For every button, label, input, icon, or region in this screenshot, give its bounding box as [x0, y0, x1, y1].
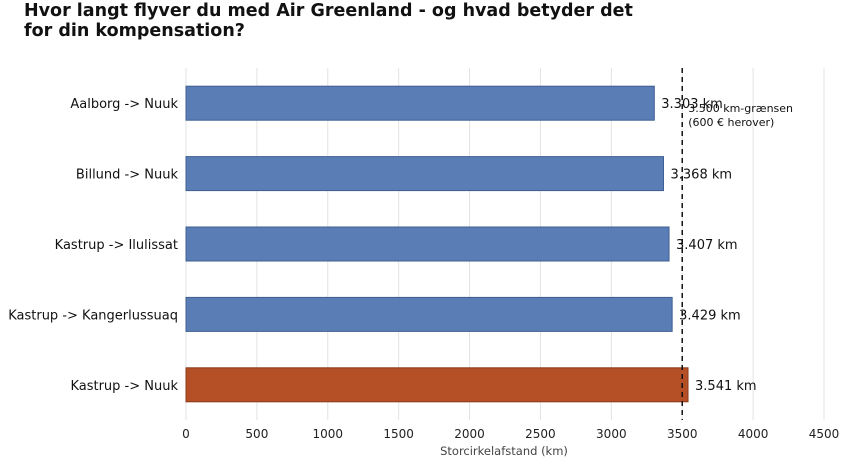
value-label: 3.368 km — [671, 168, 733, 183]
x-tick-label: 4000 — [738, 427, 769, 441]
bars — [185, 85, 689, 403]
chart-title: Hvor langt flyver du med Air Greenland -… — [24, 1, 633, 41]
x-tick-label: 2000 — [454, 427, 485, 441]
category-label: Billund -> Nuuk — [76, 168, 179, 183]
x-tick-label: 3500 — [667, 427, 698, 441]
x-tick-label: 2500 — [525, 427, 556, 441]
bar — [185, 85, 655, 121]
value-label: 3.541 km — [695, 379, 757, 394]
category-label: Kastrup -> Ilulissat — [55, 238, 178, 253]
value-label: 3.303 km — [661, 97, 723, 112]
reference-line-group: 3.500 km-grænsen(600 € herover) — [681, 68, 793, 420]
labels: 0 500 1000 1500 2000 2500 3000 3500 4000 4500 Aalb… — [8, 97, 839, 441]
bar — [185, 226, 670, 262]
bar — [185, 367, 689, 403]
x-axis-title: Storcirkelafstand (km) — [440, 444, 568, 458]
x-tick-label: 1000 — [313, 427, 344, 441]
category-label: Aalborg -> Nuuk — [70, 97, 178, 112]
x-tick-label: 0 — [182, 427, 190, 441]
x-tick-label: 1500 — [383, 427, 414, 441]
x-tick-label: 4500 — [809, 427, 840, 441]
x-tick-label: 500 — [245, 427, 268, 441]
bar — [185, 156, 665, 192]
value-label: 3.407 km — [676, 238, 738, 253]
category-label: Kastrup -> Nuuk — [70, 379, 178, 394]
category-label: Kastrup -> Kangerlussuaq — [8, 308, 178, 323]
bar — [185, 296, 673, 332]
reference-line-label: 3.500 km-grænsen — [688, 102, 793, 115]
reference-line-label: (600 € herover) — [688, 116, 774, 129]
value-label: 3.429 km — [679, 308, 741, 323]
x-tick-label: 3000 — [596, 427, 627, 441]
